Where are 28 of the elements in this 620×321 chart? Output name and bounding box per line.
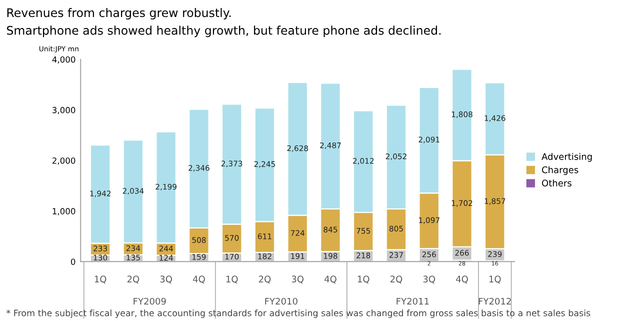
text: FY2009 (134, 298, 166, 305)
x-tick-label: 3Q (160, 276, 172, 284)
x-tick-label: 2Q (390, 276, 402, 284)
x-tick-label: 4Q (456, 276, 468, 284)
x-tick-label: 4Q (324, 276, 336, 284)
chart-title: Revenues from charges grew robustly. (7, 8, 231, 20)
x-tick-label: 3Q (292, 276, 304, 284)
y-tick-label: 1,000 (52, 208, 76, 216)
x-tick-label: 1Q (489, 276, 501, 284)
legend-label: Advertising (542, 152, 592, 162)
chart-subtitle: Smartphone ads showed healthy growth, but feature phone ads declined. (6, 26, 441, 38)
x-tick-label: 1Q (94, 276, 106, 284)
x-tick-label: 1Q (358, 276, 370, 284)
text: * From the subject fiscal year, the accounting standards for advertising sales was changed from gross sales basis to a net sales basis (6, 310, 590, 318)
x-tick-label: 2Q (258, 276, 271, 284)
text: FY2010 (265, 298, 298, 305)
y-tick-label: 3,000 (52, 106, 76, 114)
y-tick-label: 0 (70, 258, 76, 265)
y-tick-label: 4,000 (52, 56, 76, 64)
legend-label: Charges (542, 166, 578, 175)
x-tick-label: 3Q (423, 276, 436, 284)
x-tick-label: 4Q (192, 276, 205, 284)
x-tick-label: 1Q (226, 276, 238, 284)
legend-label: Others (542, 179, 572, 186)
y-tick-label: 2,000 (52, 157, 76, 165)
text: FY2012 (478, 298, 511, 305)
x-tick-label: 2Q (127, 276, 140, 284)
text: FY2011 (396, 298, 429, 305)
